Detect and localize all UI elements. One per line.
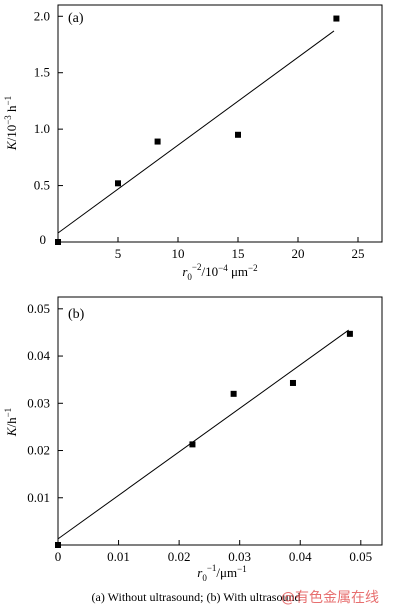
panel-b-x-tick-label: 0.03 [228, 549, 251, 564]
panel-b-data-point [189, 441, 196, 448]
panel-a-origin-label: 0 [40, 232, 47, 247]
panel-b-data-point [55, 542, 61, 548]
panel-b-data-point [230, 390, 237, 397]
panel-b: 0 0.01 0.02 0.03 0.04 0.05 0.01 0.02 0.03 0.04 0.… [3, 296, 383, 583]
panel-a-x-tick-label: 5 [115, 246, 122, 261]
watermark: @有色金属在线 [281, 589, 379, 606]
panel-a-y-axis-label: K/10−3 h−1 [3, 96, 19, 151]
panel-a: 5 10 15 20 25 0.51.01.52.0 (a) 0 K/10−3 h−1 … [3, 4, 383, 282]
panel-a-y-tick-label: 0.5 [34, 178, 50, 193]
panel-b-y-axis-label: K/h−1 [3, 408, 19, 437]
panel-b-y-tick-label: 0.02 [27, 443, 50, 458]
panel-b-x-tick-label: 0.02 [168, 549, 191, 564]
panel-a-y-tick-label: 1.0 [34, 121, 50, 136]
panel-a-x-tick-label: 15 [232, 246, 245, 261]
panel-b-y-tick-label: 0.01 [27, 490, 50, 505]
panel-a-x-tick-label: 25 [352, 246, 365, 261]
panel-b-data-point [346, 330, 353, 337]
panel-b-frame [57, 296, 383, 546]
panel-b-y-tick-label: 0.04 [27, 348, 50, 363]
panel-b-x-tick-label: 0.01 [107, 549, 130, 564]
panel-a-tag: (a) [68, 11, 84, 26]
panel-b-y-tick-label: 0.05 [27, 301, 50, 316]
panel-b-tag: (b) [68, 307, 85, 322]
panel-b-x-tick-label: 0 [55, 549, 62, 564]
panel-a-fit-line [57, 30, 335, 234]
panel-b-x-axis-label: r0−1/μm−1 [197, 563, 246, 583]
panel-b-fit-line [57, 329, 349, 540]
panel-a-y-tick-label: 1.5 [34, 65, 50, 80]
panel-a-data-point [235, 131, 241, 138]
panel-a-frame [57, 4, 383, 243]
panel-a-x-axis-label: r0−2/10−4 μm−2 [182, 262, 257, 282]
panel-b-x-tick-label: 0.05 [349, 549, 372, 564]
panel-a-data-point [333, 15, 340, 22]
panel-b-data-point [289, 379, 296, 386]
panel-a-data-point [115, 180, 121, 187]
panel-a-data-point [154, 138, 161, 145]
panel-a-data-point [55, 239, 61, 245]
panel-b-y-tick-label: 0.03 [27, 395, 50, 410]
panel-b-x-tick-label: 0.04 [289, 549, 312, 564]
panel-a-x-tick-label: 10 [172, 246, 185, 261]
figure-caption: (a) Without ultrasound; (b) With ultraso… [92, 590, 301, 604]
panel-a-x-tick-label: 20 [292, 246, 305, 261]
panel-a-y-tick-label: 2.0 [34, 8, 50, 23]
